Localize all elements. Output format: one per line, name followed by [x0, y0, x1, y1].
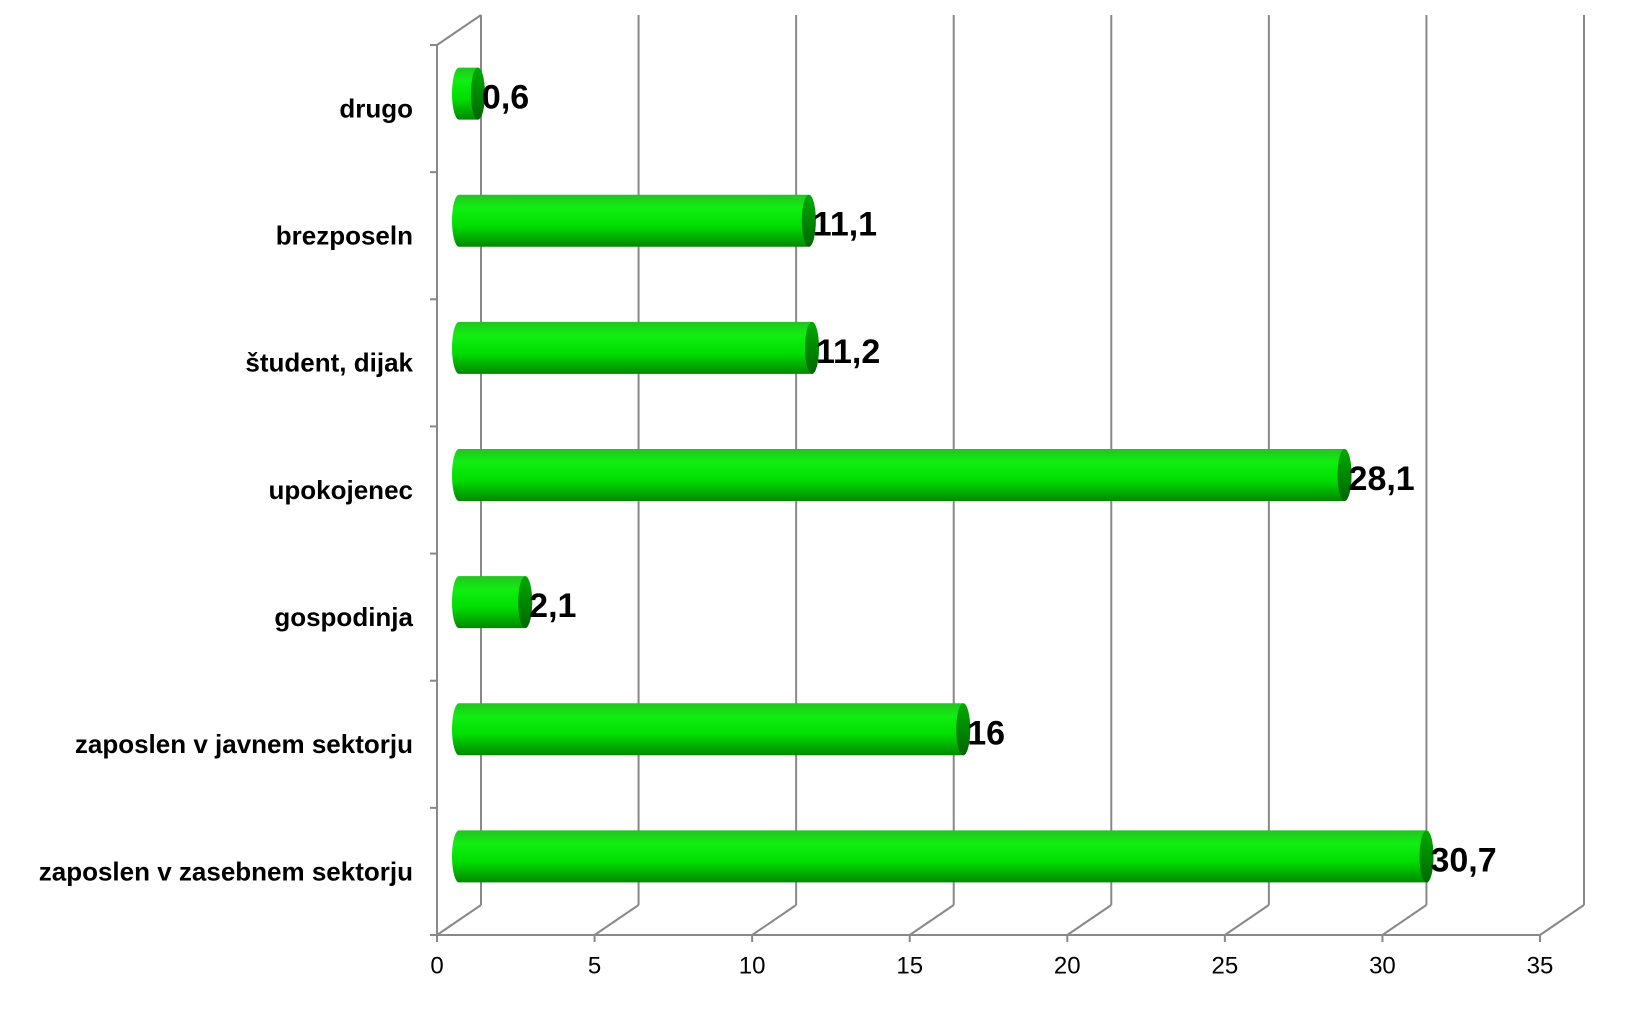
x-tick-label: 25 — [1212, 952, 1239, 979]
x-tick-label: 10 — [739, 952, 766, 979]
y-tick-label: drugo — [339, 93, 413, 123]
x-tick-label: 30 — [1369, 952, 1396, 979]
bar — [452, 576, 533, 629]
x-tick-label: 15 — [896, 952, 923, 979]
floor-line — [909, 904, 955, 936]
bar — [452, 449, 1352, 501]
bar-cap — [470, 67, 485, 120]
value-label: 30,7 — [1430, 841, 1496, 879]
bar-body — [452, 576, 533, 629]
value-label: 16 — [967, 714, 1005, 752]
floor-line — [1539, 904, 1585, 936]
floor-line — [1224, 904, 1270, 936]
bar-body — [452, 703, 971, 756]
bar-cap — [518, 576, 533, 629]
bar — [452, 321, 819, 374]
bar-cap — [801, 194, 816, 247]
y-tick-label: gospodinja — [274, 602, 413, 632]
bar-cap — [1419, 830, 1434, 883]
bar — [452, 830, 1434, 883]
x-tick-label: 35 — [1527, 952, 1554, 979]
bar — [452, 194, 816, 247]
x-tick-label: 5 — [588, 952, 601, 979]
bar-body — [452, 194, 816, 247]
bar-body — [452, 321, 819, 374]
bar-cap — [956, 703, 971, 756]
y-tick-label: brezposeln — [276, 221, 413, 251]
floor-line — [1381, 904, 1427, 936]
x-tick-label: 0 — [430, 952, 443, 979]
bar-cap — [804, 321, 819, 374]
bar-body — [452, 830, 1434, 883]
bar — [452, 67, 485, 120]
x-tick-label: 20 — [1054, 952, 1081, 979]
value-label: 11,2 — [816, 333, 880, 371]
y-tick-label: zaposlen v javnem sektorju — [75, 729, 413, 759]
value-label: 2,1 — [529, 587, 576, 625]
wall-edge — [436, 14, 482, 46]
value-label: 28,1 — [1349, 460, 1415, 498]
floor-line — [751, 904, 797, 936]
bar-cap — [1337, 449, 1352, 501]
bar — [452, 703, 971, 756]
y-tick-label: študent, dijak — [245, 348, 413, 378]
floor-line — [594, 904, 640, 936]
floor-line — [1066, 904, 1112, 936]
value-label: 0,6 — [482, 79, 529, 117]
y-tick-label: zaposlen v zasebnem sektorju — [39, 856, 413, 886]
value-label: 11,1 — [813, 206, 877, 244]
bar-body — [452, 449, 1352, 501]
y-tick-label: upokojenec — [269, 475, 413, 505]
floor-line — [436, 904, 482, 936]
